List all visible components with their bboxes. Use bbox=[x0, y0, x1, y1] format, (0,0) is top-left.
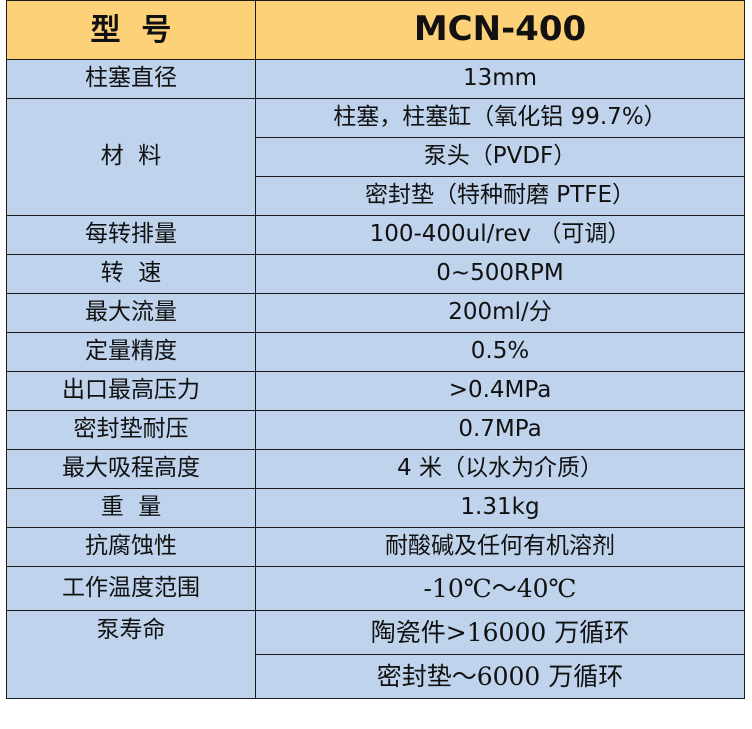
table-row: 密封垫耐压 0.7MPa bbox=[6, 410, 745, 450]
table-row: 密封垫（特种耐磨 PTFE） bbox=[7, 176, 745, 216]
row-label: 密封垫耐压 bbox=[6, 410, 256, 450]
row-value: 13mm bbox=[255, 59, 745, 99]
table-row: 出口最高压力 >0.4MPa bbox=[6, 371, 745, 411]
row-label: 抗腐蚀性 bbox=[6, 527, 256, 567]
row-label: 材 料 bbox=[6, 98, 256, 216]
table-row: 转 速 0~500RPM bbox=[6, 254, 745, 294]
row-value: 0.7MPa bbox=[255, 410, 745, 450]
row-label: 出口最高压力 bbox=[6, 371, 256, 411]
table-row: 抗腐蚀性 耐酸碱及任何有机溶剂 bbox=[6, 527, 745, 567]
row-value: 4 米（以水为介质） bbox=[255, 449, 745, 489]
row-value: 密封垫（特种耐磨 PTFE） bbox=[255, 176, 745, 216]
row-value: 陶瓷件>16000 万循环 bbox=[255, 610, 745, 655]
row-value: 200ml/分 bbox=[255, 293, 745, 333]
row-label: 泵寿命 bbox=[6, 610, 256, 699]
row-value: 0.5% bbox=[255, 332, 745, 372]
row-label: 柱塞直径 bbox=[6, 59, 256, 99]
row-value: -10℃～40℃ bbox=[255, 566, 745, 611]
row-value: 100-400ul/rev （可调） bbox=[255, 215, 745, 255]
row-label: 每转排量 bbox=[6, 215, 256, 255]
row-label: 最大流量 bbox=[6, 293, 256, 333]
row-value: 柱塞，柱塞缸（氧化铝 99.7%） bbox=[255, 98, 745, 138]
table-row: 材 料 柱塞，柱塞缸（氧化铝 99.7%） bbox=[6, 98, 745, 216]
table-row: 最大流量 200ml/分 bbox=[6, 293, 745, 333]
table-row: 密封垫～6000 万循环 bbox=[7, 654, 745, 699]
row-value: 密封垫～6000 万循环 bbox=[255, 654, 745, 699]
row-label: 最大吸程高度 bbox=[6, 449, 256, 489]
header-model: MCN-400 bbox=[255, 0, 745, 60]
row-value: 耐酸碱及任何有机溶剂 bbox=[255, 527, 745, 567]
table-row: 重 量 1.31kg bbox=[6, 488, 745, 528]
row-value: 0~500RPM bbox=[255, 254, 745, 294]
table-row: 定量精度 0.5% bbox=[6, 332, 745, 372]
spec-table: 型 号 MCN-400 柱塞直径 13mm 材 料 柱塞，柱塞缸（氧化铝 99.… bbox=[6, 0, 745, 699]
row-label: 转 速 bbox=[6, 254, 256, 294]
row-value: >0.4MPa bbox=[255, 371, 745, 411]
row-value: 泵头（PVDF） bbox=[255, 137, 745, 177]
row-label: 工作温度范围 bbox=[6, 566, 256, 611]
row-value: 1.31kg bbox=[255, 488, 745, 528]
row-label: 定量精度 bbox=[6, 332, 256, 372]
table-row: 最大吸程高度 4 米（以水为介质） bbox=[6, 449, 745, 489]
table-row: 泵寿命 陶瓷件>16000 万循环 bbox=[6, 610, 745, 699]
header-label: 型 号 bbox=[6, 0, 256, 60]
table-row: 每转排量 100-400ul/rev （可调） bbox=[6, 215, 745, 255]
table-header-row: 型 号 MCN-400 bbox=[6, 0, 745, 60]
table-row: 工作温度范围 -10℃～40℃ bbox=[6, 566, 745, 611]
row-label: 重 量 bbox=[6, 488, 256, 528]
table-row: 泵头（PVDF） bbox=[7, 137, 745, 177]
table-row: 柱塞直径 13mm bbox=[6, 59, 745, 99]
